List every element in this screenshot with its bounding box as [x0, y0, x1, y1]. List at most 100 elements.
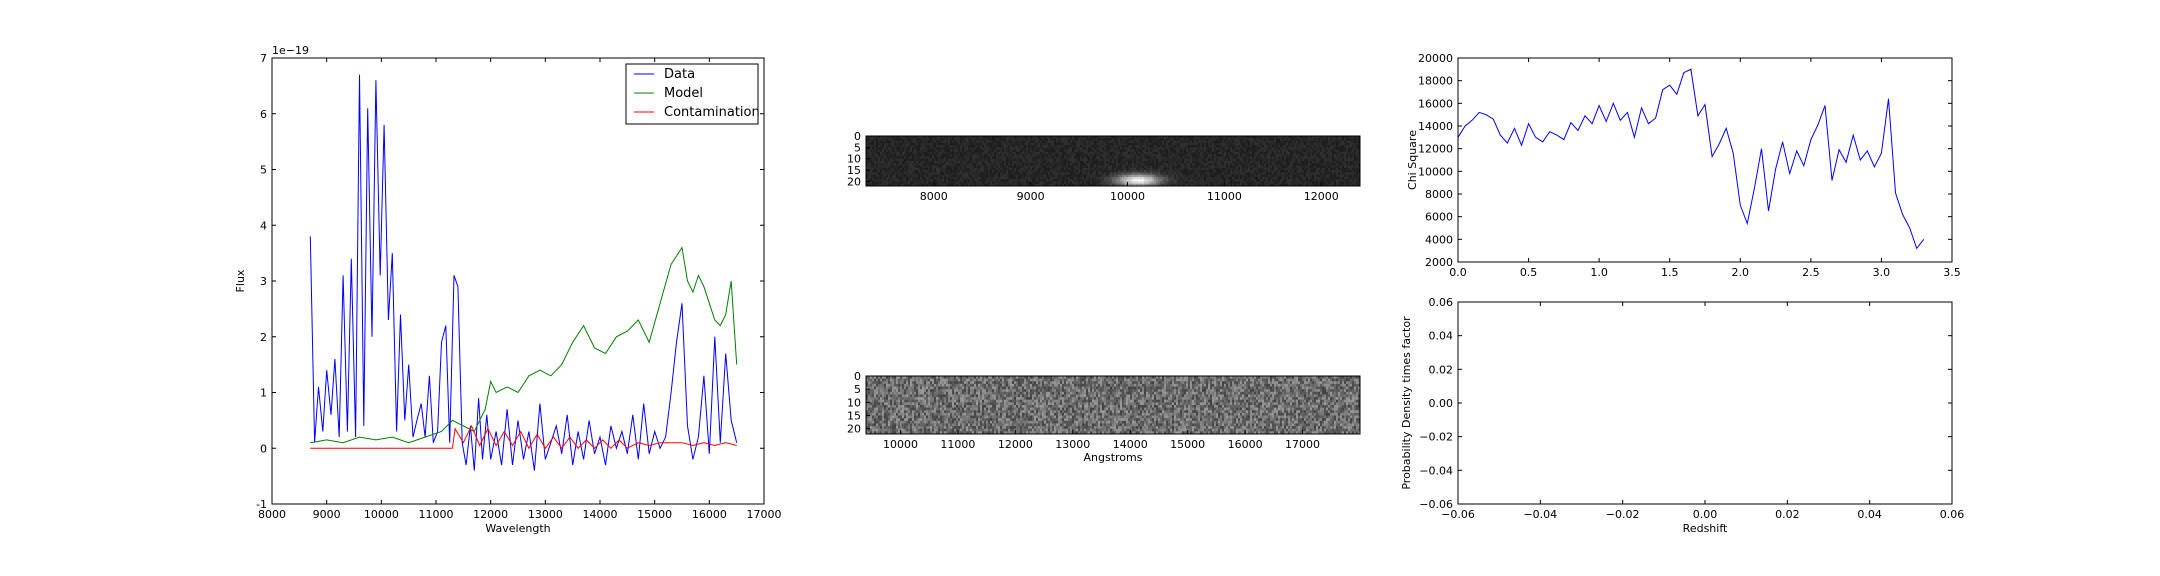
pixel-cell	[1242, 141, 1244, 144]
pixel-cell	[1258, 170, 1260, 173]
pixel-cell	[874, 143, 876, 146]
pixel-cell	[1124, 172, 1126, 175]
x-tick-label: 16000	[692, 508, 727, 521]
pixel-cell	[990, 159, 992, 162]
pixel-cell	[1304, 156, 1306, 159]
pixel-cell	[1178, 175, 1180, 178]
pixel-cell	[1178, 145, 1180, 148]
pixel-cell	[1136, 154, 1138, 157]
pixel-cell	[1282, 163, 1284, 166]
pixel-cell	[1342, 168, 1344, 171]
pixel-cell	[1040, 172, 1042, 175]
pixel-cell	[1304, 150, 1306, 153]
pixel-cell	[1078, 163, 1080, 166]
pixel-cell	[1346, 147, 1348, 150]
pixel-cell	[992, 177, 994, 180]
pixel-cell	[1280, 177, 1282, 180]
pixel-cell	[884, 161, 886, 164]
pixel-cell	[1236, 161, 1238, 164]
pixel-cell	[950, 143, 952, 146]
pixel-cell	[1216, 154, 1218, 157]
pixel-cell	[1316, 159, 1318, 162]
pixel-cell	[1074, 156, 1076, 159]
pixel-cell	[898, 170, 900, 173]
pixel-cell	[874, 145, 876, 148]
pixel-cell	[1248, 166, 1250, 169]
pixel-cell	[1162, 163, 1164, 166]
pixel-cell	[1134, 175, 1136, 178]
pixel-cell	[1136, 141, 1138, 144]
pixel-cell	[1200, 172, 1202, 175]
pixel-cell	[1318, 161, 1320, 164]
pixel-cell	[1096, 150, 1098, 153]
pixel-cell	[1152, 166, 1154, 169]
pixel-cell	[1068, 177, 1070, 180]
pixel-cell	[1118, 156, 1120, 159]
pixel-cell	[1066, 147, 1068, 150]
pixel-cell	[1088, 156, 1090, 159]
pixel-cell	[1186, 154, 1188, 157]
pixel-cell	[1252, 138, 1254, 141]
pixel-cell	[870, 138, 872, 141]
pixel-cell	[1096, 161, 1098, 164]
pixel-cell	[1140, 163, 1142, 166]
pixel-cell	[1120, 159, 1122, 162]
pixel-cell	[896, 150, 898, 153]
pixel-cell	[1016, 161, 1018, 164]
pixel-cell	[1210, 179, 1212, 182]
pixel-cell	[1098, 154, 1100, 157]
pixel-cell	[1214, 152, 1216, 155]
pixel-cell	[1348, 156, 1350, 159]
pixel-cell	[1140, 156, 1142, 159]
pixel-cell	[1194, 166, 1196, 169]
pixel-cell	[940, 161, 942, 164]
pixel-cell	[1356, 152, 1358, 155]
pixel-cell	[872, 168, 874, 171]
pixel-cell	[1140, 177, 1142, 180]
pixel-cell	[1008, 138, 1010, 141]
pixel-cell	[1152, 150, 1154, 153]
pixel-cell	[1002, 159, 1004, 162]
pixel-cell	[1006, 138, 1008, 141]
pixel-cell	[1010, 177, 1012, 180]
pixel-cell	[1342, 145, 1344, 148]
pixel-cell	[958, 177, 960, 180]
pixel-cell	[994, 166, 996, 169]
pixel-cell	[1042, 154, 1044, 157]
pixel-cell	[888, 175, 890, 178]
pixel-cell	[1344, 156, 1346, 159]
pixel-cell	[1098, 145, 1100, 148]
pixel-cell	[976, 143, 978, 146]
pixel-cell	[936, 150, 938, 153]
pixel-cell	[1224, 147, 1226, 150]
pixel-cell	[896, 154, 898, 157]
pixel-cell	[944, 143, 946, 146]
pixel-cell	[1028, 177, 1030, 180]
pixel-cell	[1186, 168, 1188, 171]
pixel-cell	[1248, 177, 1250, 180]
pixel-cell	[1168, 145, 1170, 148]
pixel-cell	[1334, 170, 1336, 173]
pixel-cell	[1218, 152, 1220, 155]
pixel-cell	[1146, 175, 1148, 178]
pixel-cell	[1028, 156, 1030, 159]
pixel-cell	[1164, 138, 1166, 141]
pixel-cell	[1220, 143, 1222, 146]
pixel-cell	[934, 154, 936, 157]
pixel-cell	[984, 145, 986, 148]
pixel-cell	[1028, 166, 1030, 169]
pixel-cell	[872, 147, 874, 150]
pixel-cell	[986, 141, 988, 144]
pixel-cell	[1060, 179, 1062, 182]
pixel-cell	[1052, 170, 1054, 173]
pixel-cell	[1342, 170, 1344, 173]
pixel-cell	[1060, 172, 1062, 175]
pixel-cell	[1184, 156, 1186, 159]
pixel-cell	[1210, 170, 1212, 173]
pixel-cell	[940, 179, 942, 182]
pixel-cell	[1318, 141, 1320, 144]
pixel-cell	[898, 154, 900, 157]
pixel-cell	[904, 150, 906, 153]
pixel-cell	[892, 150, 894, 153]
pixel-cell	[1162, 152, 1164, 155]
